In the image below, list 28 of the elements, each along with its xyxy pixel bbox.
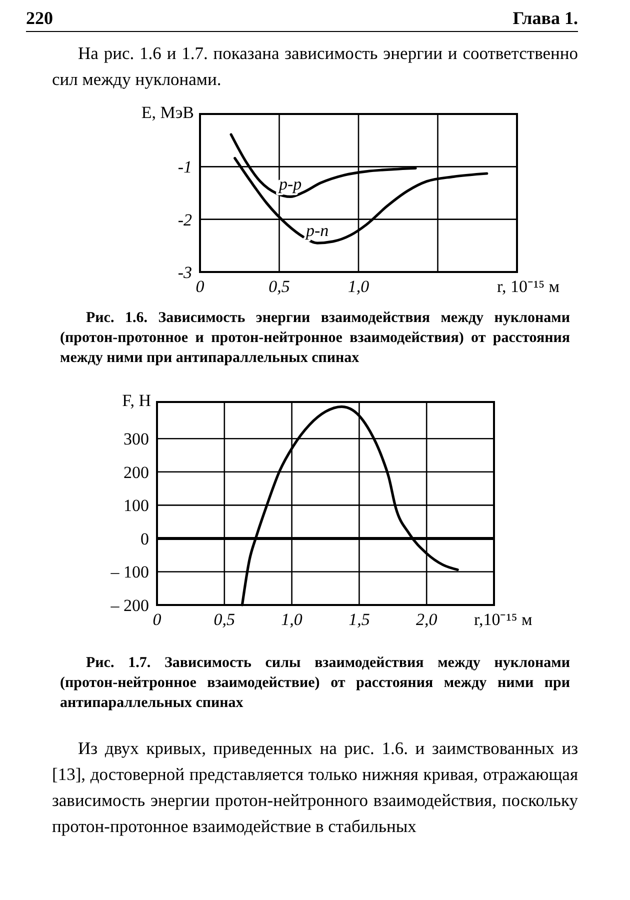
- x-tick-label: 2,0: [416, 610, 438, 629]
- y-tick-label: 100: [124, 496, 149, 516]
- x-tick-label: 0,5: [268, 277, 290, 296]
- text: 220: [26, 8, 53, 29]
- x-tick-label: 1,0: [348, 277, 370, 296]
- text: Глава 1.: [512, 8, 578, 29]
- y-axis-title: E, МэВ: [141, 103, 194, 122]
- x-axis-title: r, 10⁻¹⁵ м: [497, 277, 560, 296]
- series-label: p-n: [304, 221, 329, 240]
- text: Рис. 1.6. Зависимость энергии взаимодействия между нуклонами (протон-протонное и протон-нейтронное взаимодействия) от расстояния между ними при антипараллельных спинах: [60, 309, 570, 368]
- y-tick-label: – 200: [110, 596, 149, 615]
- y-tick-label: – 100: [110, 562, 149, 582]
- y-tick-label: -1: [178, 158, 192, 177]
- x-tick-label: 0: [196, 277, 205, 296]
- y-axis-title: F, Н: [122, 391, 151, 410]
- y-tick-label: 0: [140, 529, 149, 548]
- text: Рис. 1.7. Зависимость силы взаимодействия между нуклонами (протон-нейтронное взаимодействие) от расстояния между ними при антипараллельных спинах: [60, 654, 570, 713]
- x-tick-label: 0: [152, 610, 162, 629]
- y-tick-label: -3: [178, 263, 192, 282]
- text: Из двух кривых, приведенных на рис. 1.6. и заимствованных из [13], достоверной представляется только нижняя кривая, отражающая зависимость энергии протон-нейтронного взаимодействия, поскольку протон-протонное взаимодействие в стабильных: [52, 737, 578, 838]
- x-axis-title: r,10⁻¹⁵ м: [474, 610, 533, 629]
- x-tick-label: 1,0: [281, 610, 303, 629]
- y-tick-label: 200: [124, 462, 149, 482]
- y-tick-label: -2: [178, 210, 192, 230]
- x-tick-label: 1,5: [348, 610, 370, 629]
- x-tick-label: 0,5: [214, 610, 236, 629]
- y-tick-label: 300: [124, 430, 149, 449]
- text: На рис. 1.6 и 1.7. показана зависимость энергии и соответственно сил между нуклонами.: [52, 42, 578, 91]
